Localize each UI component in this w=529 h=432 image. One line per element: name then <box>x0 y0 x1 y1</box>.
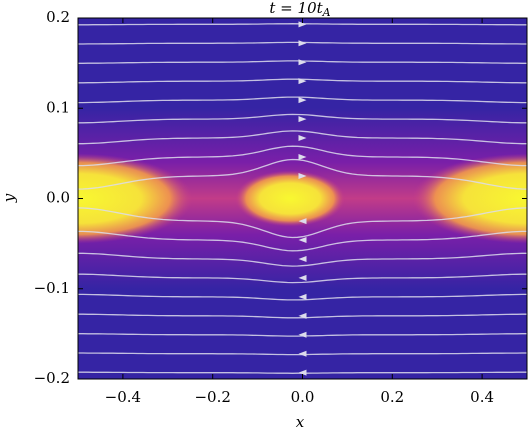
island <box>412 153 527 244</box>
stream-arrow <box>298 172 307 179</box>
y-tick-label: 0.2 <box>46 8 70 26</box>
title-text: t = 10t <box>269 0 323 17</box>
stream-arrow <box>298 293 307 300</box>
chart-title: t = 10tA <box>269 0 330 19</box>
stream-arrow <box>298 274 307 281</box>
streamline <box>78 293 527 301</box>
island <box>78 153 193 244</box>
stream-arrow <box>298 153 307 160</box>
x-tick-label: −0.2 <box>194 388 230 406</box>
streamline <box>78 113 527 124</box>
streamline <box>78 158 527 190</box>
streamline <box>78 145 527 167</box>
x-tick-label: −0.4 <box>105 388 141 406</box>
x-tick-label: 0.4 <box>470 388 494 406</box>
stream-arrow <box>298 312 307 319</box>
x-tick-label: 0.0 <box>291 388 315 406</box>
y-axis-label: y <box>0 193 18 203</box>
y-tick-label: −0.2 <box>34 369 70 387</box>
heatmap <box>78 18 527 379</box>
streamline <box>78 313 527 319</box>
stream-arrow <box>298 369 307 376</box>
stream-arrow <box>298 78 307 85</box>
streamline <box>78 96 527 104</box>
stream-arrow <box>298 218 307 225</box>
stream-arrow <box>298 255 307 262</box>
x-tick-label: 0.2 <box>380 388 404 406</box>
y-tick-label: 0.0 <box>46 189 70 207</box>
stream-arrow <box>298 116 307 123</box>
island <box>235 170 345 227</box>
stream-arrow <box>298 237 307 244</box>
streamline <box>78 78 527 84</box>
stream-arrow <box>298 21 307 28</box>
y-tick-label: 0.1 <box>46 98 70 116</box>
streamlines <box>78 21 527 376</box>
streamline <box>78 207 527 239</box>
y-tick-label: −0.1 <box>34 279 70 297</box>
stream-arrow <box>298 97 307 104</box>
streamline <box>78 230 527 252</box>
stream-arrow <box>298 135 307 142</box>
title-subscript: A <box>322 6 331 19</box>
stream-arrow <box>298 40 307 47</box>
stream-arrow <box>298 59 307 66</box>
stream-arrow <box>298 350 307 357</box>
streamline <box>78 130 527 145</box>
x-axis-label: x <box>296 413 305 431</box>
streamline <box>78 273 527 284</box>
stream-arrow <box>298 331 307 338</box>
streamline <box>78 252 527 267</box>
